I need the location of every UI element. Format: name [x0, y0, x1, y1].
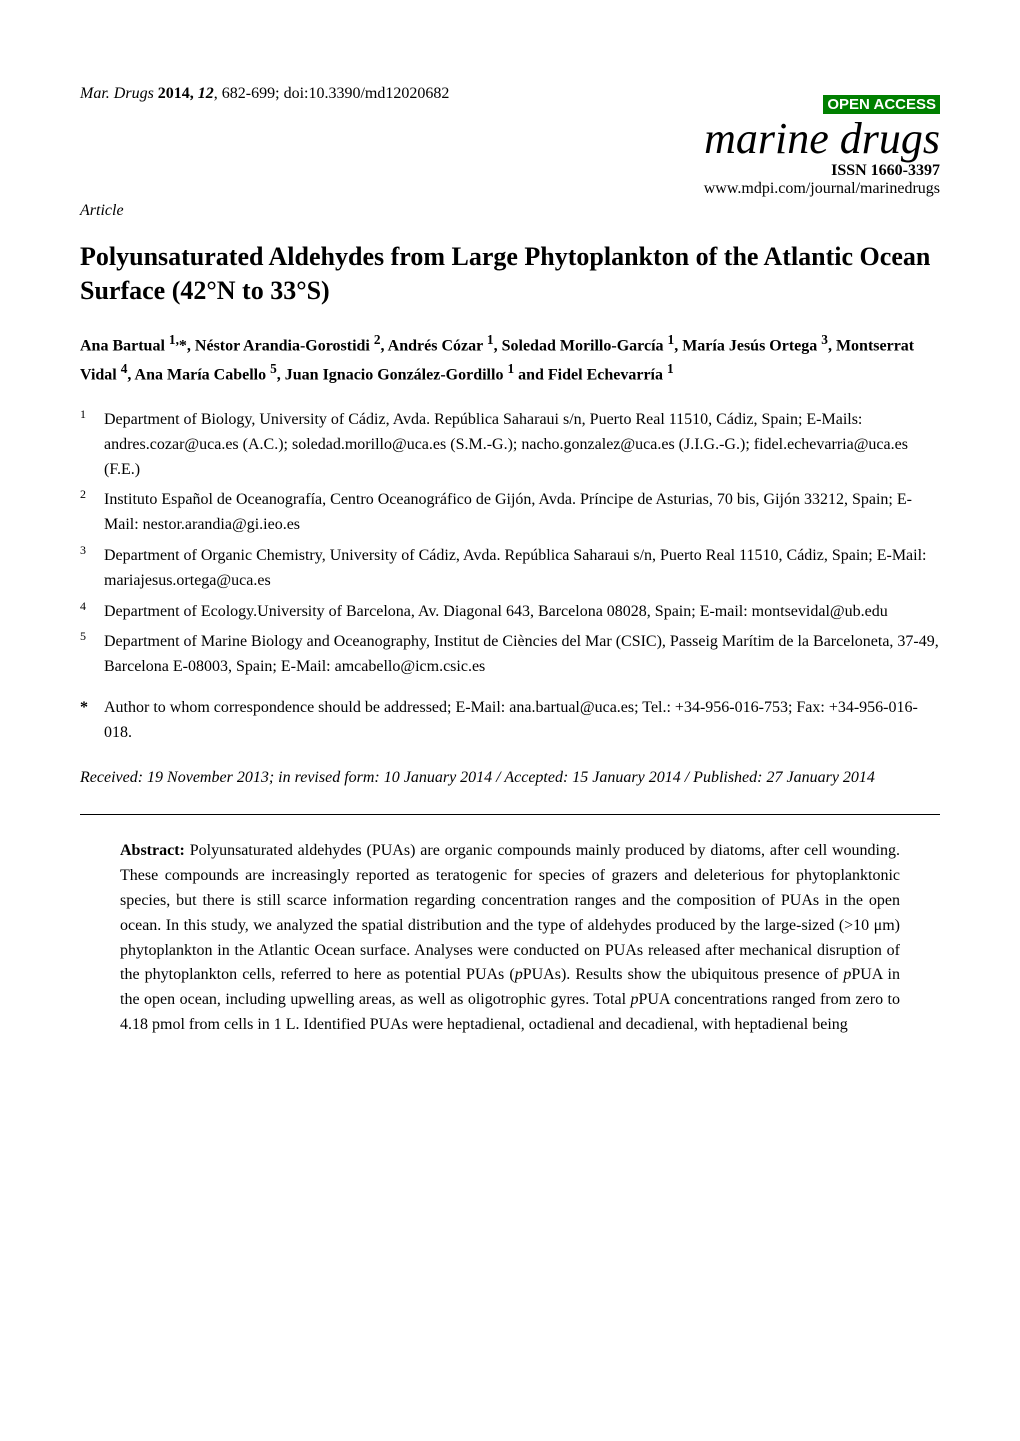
affiliations: 1 Department of Biology, University of C… [80, 408, 940, 680]
journal-abbrev: Mar. Drugs [80, 85, 154, 102]
dates: Received: 19 November 2013; in revised f… [80, 766, 940, 791]
affil-text: Department of Marine Biology and Oceanog… [104, 630, 940, 680]
affil-num: 1 [80, 407, 86, 421]
affiliation-row: 4 Department of Ecology.University of Ba… [80, 600, 940, 625]
abstract-label: Abstract: [120, 842, 185, 859]
abstract-text: Polyunsaturated aldehydes (PUAs) are org… [120, 842, 900, 1033]
doi: doi:10.3390/md12020682 [284, 85, 450, 102]
affiliation-row: 2 Instituto Español de Oceanografía, Cen… [80, 488, 940, 538]
affil-text: Department of Organic Chemistry, Univers… [104, 544, 940, 594]
volume: 12 [198, 85, 214, 102]
affil-num: 2 [80, 487, 86, 501]
open-access-badge: OPEN ACCESS [823, 95, 940, 114]
affil-text: Department of Biology, University of Cád… [104, 408, 940, 482]
affil-num: 3 [80, 543, 86, 557]
article-title: Polyunsaturated Aldehydes from Large Phy… [80, 240, 940, 308]
affil-text: Instituto Español de Oceanografía, Centr… [104, 488, 940, 538]
article-type: Article [80, 202, 940, 220]
affil-text: Department of Ecology.University of Barc… [104, 600, 940, 625]
divider [80, 814, 940, 815]
corr-text: Author to whom correspondence should be … [104, 696, 940, 746]
year: 2014 [158, 85, 190, 102]
pages: 682-699 [222, 85, 275, 102]
issn: ISSN 1660-3397 [80, 162, 940, 180]
journal-logo: marine drugs [80, 116, 940, 162]
correspondence: * Author to whom correspondence should b… [80, 696, 940, 746]
affil-num: 5 [80, 629, 86, 643]
affiliation-row: 1 Department of Biology, University of C… [80, 408, 940, 482]
journal-url: www.mdpi.com/journal/marinedrugs [80, 180, 940, 198]
authors: Ana Bartual 1,*, Néstor Arandia-Gorostid… [80, 330, 940, 388]
corr-star: * [80, 696, 104, 746]
affiliation-row: 5 Department of Marine Biology and Ocean… [80, 630, 940, 680]
affiliation-row: 3 Department of Organic Chemistry, Unive… [80, 544, 940, 594]
affil-num: 4 [80, 599, 86, 613]
abstract: Abstract: Polyunsaturated aldehydes (PUA… [120, 839, 900, 1037]
